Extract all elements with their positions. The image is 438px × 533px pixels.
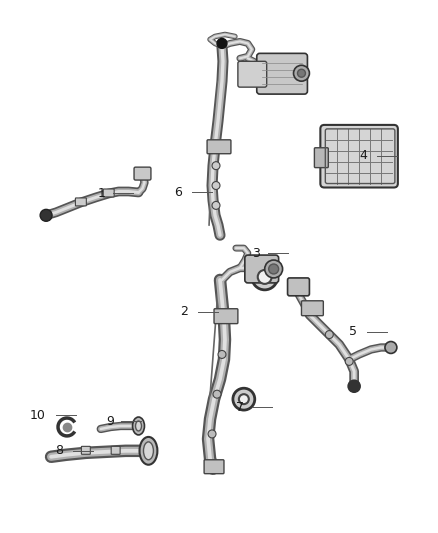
FancyBboxPatch shape	[204, 460, 224, 474]
FancyBboxPatch shape	[238, 61, 267, 87]
Circle shape	[348, 380, 360, 392]
Circle shape	[345, 358, 353, 365]
Ellipse shape	[133, 417, 145, 435]
Text: 3: 3	[252, 247, 260, 260]
FancyBboxPatch shape	[207, 140, 231, 154]
Text: 9: 9	[106, 415, 114, 427]
Text: 7: 7	[236, 401, 244, 414]
FancyBboxPatch shape	[111, 446, 120, 454]
Circle shape	[385, 342, 397, 353]
Circle shape	[217, 38, 227, 49]
FancyBboxPatch shape	[320, 125, 398, 188]
Circle shape	[325, 330, 333, 338]
Circle shape	[265, 260, 283, 278]
Text: 2: 2	[180, 305, 188, 318]
Circle shape	[212, 201, 220, 209]
Ellipse shape	[144, 442, 153, 460]
Ellipse shape	[135, 421, 141, 431]
FancyBboxPatch shape	[301, 301, 323, 316]
Text: 6: 6	[174, 186, 182, 199]
FancyBboxPatch shape	[75, 198, 86, 206]
FancyBboxPatch shape	[81, 446, 90, 454]
Circle shape	[213, 390, 221, 398]
Text: 1: 1	[98, 187, 106, 200]
Circle shape	[208, 430, 216, 438]
Circle shape	[212, 182, 220, 190]
Circle shape	[212, 161, 220, 169]
Circle shape	[258, 270, 272, 284]
Circle shape	[297, 69, 305, 77]
Circle shape	[218, 351, 226, 358]
Circle shape	[293, 65, 309, 81]
Text: 8: 8	[55, 445, 63, 457]
Text: 10: 10	[29, 409, 45, 422]
FancyBboxPatch shape	[214, 309, 238, 324]
Text: 5: 5	[349, 325, 357, 338]
Ellipse shape	[140, 437, 157, 465]
Circle shape	[268, 264, 279, 274]
Circle shape	[239, 394, 249, 404]
FancyBboxPatch shape	[134, 167, 151, 180]
FancyBboxPatch shape	[257, 53, 307, 94]
FancyBboxPatch shape	[288, 278, 309, 296]
Text: 4: 4	[359, 149, 367, 162]
Circle shape	[40, 209, 52, 221]
FancyBboxPatch shape	[314, 148, 328, 168]
Circle shape	[233, 388, 255, 410]
FancyBboxPatch shape	[245, 255, 279, 283]
FancyBboxPatch shape	[103, 189, 114, 197]
Circle shape	[252, 264, 278, 290]
